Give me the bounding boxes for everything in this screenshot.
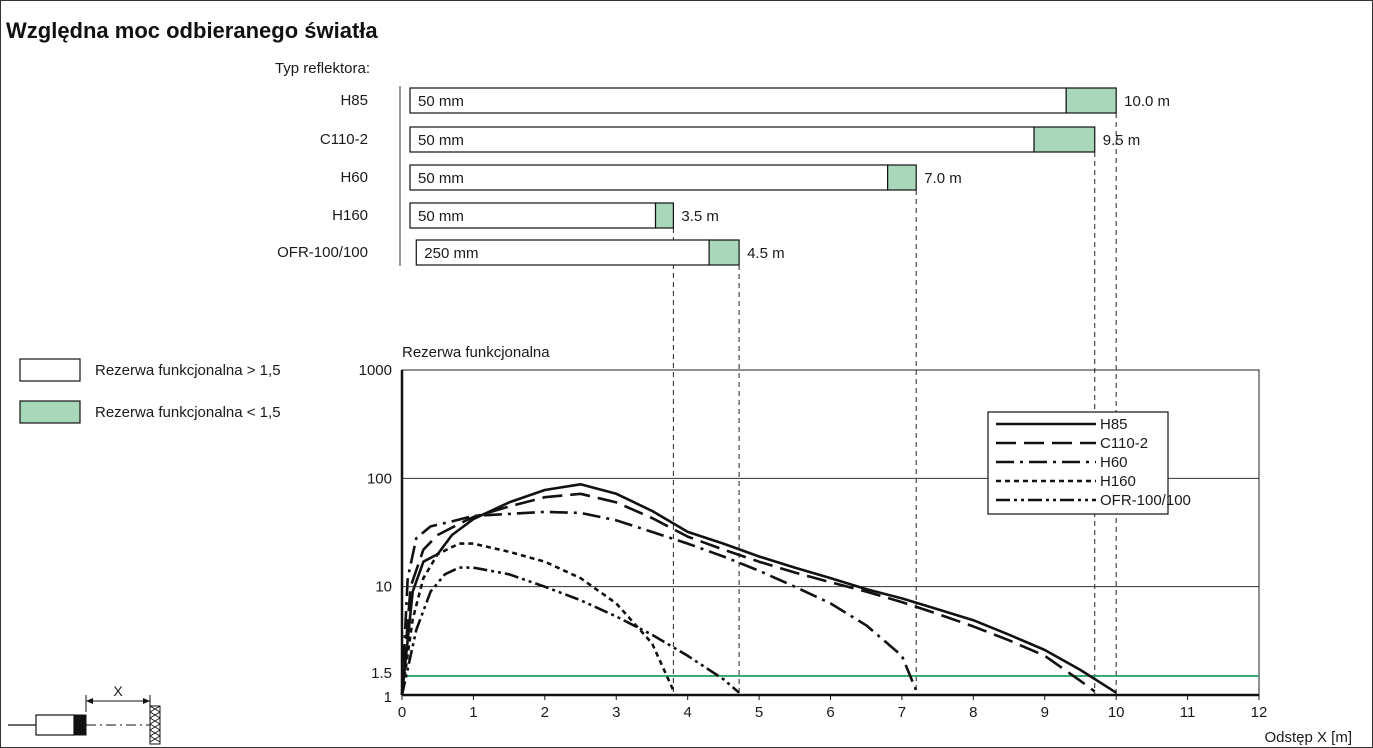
x-tick-label-5: 5 [755, 704, 763, 721]
x-tick-label-4: 4 [683, 704, 691, 721]
legend-box-2 [19, 400, 81, 424]
x-tick-label-12: 12 [1251, 704, 1268, 721]
reflector [149, 705, 161, 745]
reflector-hatch [149, 717, 161, 725]
legend-ofr-100-100-label: OFR-100/100 [1100, 492, 1191, 509]
y-tick-label-100: 100 [367, 470, 392, 487]
sensor-body [35, 714, 75, 736]
distance-arrow-right [143, 698, 150, 704]
range-h60-reserve-bar [887, 164, 917, 191]
range-h160-name: H160 [332, 207, 368, 224]
reflector-hatch [149, 735, 161, 743]
legend-box-label-2: Rezerwa funkcjonalna < 1,5 [95, 404, 281, 421]
range-c110-2-bar [409, 126, 1035, 153]
series-c110-2-line [400, 492, 1096, 696]
page-title: Względna moc odbieranego światła [6, 18, 378, 43]
range-panel-heading: Typ reflektora: [275, 60, 370, 77]
x-tick-label-0: 0 [398, 704, 406, 721]
x-tick-label-10: 10 [1108, 704, 1125, 721]
series-h160-line [400, 542, 675, 696]
range-h85-bar [409, 87, 1067, 114]
x-tick-label-8: 8 [969, 704, 977, 721]
y-tick-label-1000: 1000 [359, 362, 392, 379]
range-ofr-100-100-label: 250 mm [424, 245, 478, 262]
reflector-hatch [149, 729, 161, 737]
x-tick-label-3: 3 [612, 704, 620, 721]
range-h85-label: 50 mm [418, 93, 464, 110]
reflector-hatch [149, 711, 161, 719]
range-ofr-100-100-end-label: 4.5 m [747, 245, 785, 262]
range-ofr-100-100-name: OFR-100/100 [277, 244, 368, 261]
range-h60-label: 50 mm [418, 170, 464, 187]
legend-box-1 [19, 358, 81, 382]
legend-h160-label: H160 [1100, 473, 1136, 490]
range-h60-bar [409, 164, 889, 191]
legend-h60-label: H60 [1100, 454, 1128, 471]
x-tick-label-1: 1 [469, 704, 477, 721]
range-h60-name: H60 [340, 169, 368, 186]
series-ofr-100-100-line [400, 566, 740, 696]
reflector-hatch [149, 723, 161, 731]
range-c110-2-label: 50 mm [418, 132, 464, 149]
legend-c110-2-label: C110-2 [1100, 435, 1148, 452]
range-h160-label: 50 mm [418, 208, 464, 225]
range-ofr-100-100-bar [415, 239, 710, 266]
y-tick-label-1: 1 [384, 689, 392, 706]
range-h60-end-label: 7.0 m [924, 170, 962, 187]
x-tick-label-7: 7 [898, 704, 906, 721]
x-tick-label-11: 11 [1180, 704, 1196, 721]
legend-h85-label: H85 [1100, 416, 1128, 433]
range-h160-end-label: 3.5 m [681, 208, 719, 225]
range-h160-reserve-bar [654, 202, 674, 229]
range-c110-2-name: C110-2 [320, 131, 368, 148]
y-axis-label: Rezerwa funkcjonalna [402, 344, 550, 361]
distance-arrow-left [86, 698, 93, 704]
x-tick-label-9: 9 [1041, 704, 1049, 721]
x-axis-label: Odstęp X [m] [1264, 729, 1352, 746]
y-tick-label-10: 10 [375, 579, 392, 596]
range-h85-end-label: 10.0 m [1124, 93, 1170, 110]
range-ofr-100-100-reserve-bar [708, 239, 740, 266]
reflector-hatch [149, 705, 161, 713]
range-h85-reserve-bar [1065, 87, 1117, 114]
range-c110-2-reserve-bar [1033, 126, 1096, 153]
range-h85-name: H85 [340, 92, 368, 109]
series-h60-line [400, 510, 918, 696]
series-h85-line [400, 483, 1117, 696]
legend-box-label-1: Rezerwa funkcjonalna > 1,5 [95, 362, 281, 379]
distance-x-label: X [113, 683, 123, 699]
x-tick-label-2: 2 [541, 704, 549, 721]
y-tick-label-1-5: 1.5 [371, 665, 392, 682]
range-c110-2-end-label: 9.5 m [1103, 132, 1141, 149]
sensor-lens [73, 714, 87, 736]
x-tick-label-6: 6 [826, 704, 834, 721]
